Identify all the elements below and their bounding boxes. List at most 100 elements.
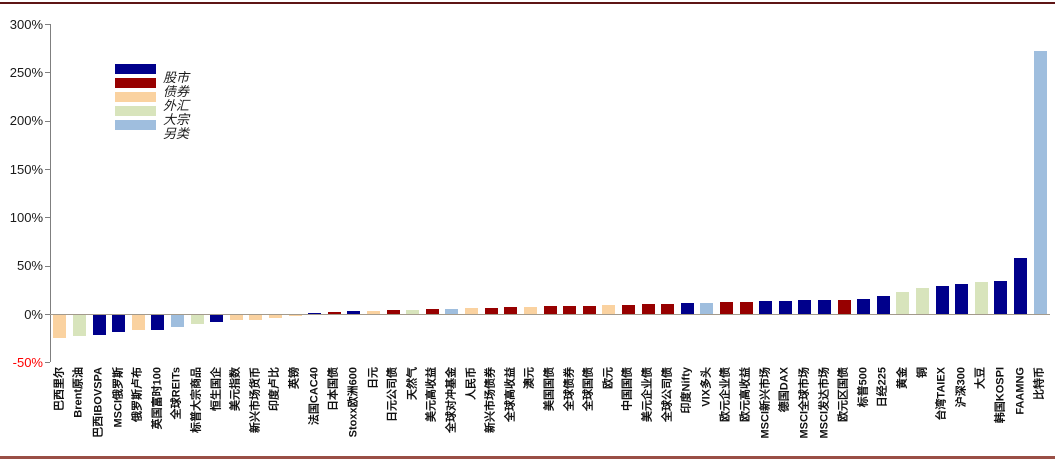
x-axis-label: 恒生国企 — [210, 367, 223, 411]
bar — [680, 303, 694, 314]
bar — [818, 299, 831, 314]
x-axis-label: 天然气 — [406, 367, 419, 400]
bar — [406, 309, 420, 314]
top-rule-line — [0, 2, 1055, 4]
x-axis-label: MSCI新兴市场 — [759, 367, 772, 439]
x-axis-label: 俄罗斯卢布 — [131, 367, 144, 422]
bar — [484, 307, 498, 314]
x-axis-label: 美元高收益 — [425, 367, 438, 422]
x-axis-label: 英国富时100 — [151, 367, 164, 430]
bar — [798, 300, 812, 314]
x-axis-label: 全球REITs — [170, 367, 183, 420]
bar — [563, 305, 577, 314]
bar — [53, 315, 67, 339]
y-axis-tick-label: 150% — [9, 161, 43, 177]
legend-swatch-fx — [115, 92, 156, 102]
bar — [1033, 51, 1047, 314]
bar — [661, 303, 675, 314]
x-axis-label: 全球高收益 — [504, 367, 517, 422]
bar — [131, 315, 145, 331]
x-axis-label: VIX多头 — [700, 367, 713, 407]
bar — [719, 302, 733, 314]
bar — [229, 315, 243, 321]
x-axis-label: 印度卢比 — [268, 367, 281, 411]
bar — [210, 315, 224, 322]
bar — [445, 308, 459, 314]
x-axis-label: MSCI全球市场 — [798, 367, 811, 439]
legend-item-bonds: 债券 — [115, 78, 205, 99]
y-axis-line — [50, 24, 51, 363]
bar — [778, 300, 792, 314]
legend-item-commodities: 大宗 — [115, 106, 205, 127]
bar — [72, 315, 86, 337]
x-axis-label: 美国国债 — [543, 367, 556, 411]
x-axis-label: 全球公司债 — [661, 367, 674, 422]
x-axis-label: 欧元区国债 — [837, 367, 850, 422]
y-axis-tick-label: 50% — [16, 258, 43, 274]
bar — [249, 315, 263, 320]
bar — [896, 291, 910, 314]
y-tick-mark — [45, 362, 50, 364]
legend-item-alternatives: 另类 — [115, 120, 205, 141]
x-axis-label: 新兴市场货币 — [249, 367, 262, 433]
x-axis-label: MSCI俄罗斯 — [112, 367, 125, 428]
bar — [994, 280, 1008, 314]
bar — [288, 315, 302, 316]
bar — [759, 301, 773, 314]
bar — [190, 315, 204, 325]
x-axis-label: 日经225 — [876, 367, 889, 408]
bar — [151, 315, 165, 330]
x-axis-label: 美元企业债 — [641, 367, 654, 422]
legend-label-fx: 外汇 — [163, 98, 190, 113]
x-axis-label: 日元 — [367, 367, 380, 389]
y-axis-tick-label: -50% — [12, 354, 43, 370]
x-axis-label: 欧元 — [602, 367, 615, 389]
x-axis-label: 日本国债 — [327, 367, 340, 411]
bar — [837, 299, 851, 314]
y-tick-mark — [45, 217, 50, 219]
x-axis-label: 新兴市场债券 — [484, 367, 497, 433]
bar — [308, 312, 322, 314]
bar — [1014, 258, 1028, 314]
bar — [523, 306, 537, 314]
x-axis-label: 标普500 — [857, 367, 870, 408]
legend-swatch-commodities — [115, 106, 156, 116]
bar — [700, 302, 714, 314]
x-axis-label: MSCI发达市场 — [818, 367, 830, 439]
bar — [916, 288, 930, 314]
x-axis-label: 全球债券 — [563, 367, 576, 411]
zero-baseline — [50, 314, 1050, 315]
y-axis-tick-label: 250% — [9, 64, 43, 80]
x-axis-label: 印度Nifty — [680, 367, 693, 414]
bar — [857, 298, 871, 314]
y-tick-mark — [45, 72, 50, 74]
y-tick-mark — [45, 314, 50, 315]
x-axis-label: 法国CAC40 — [308, 367, 321, 426]
y-tick-mark — [45, 24, 50, 25]
x-axis-label: 大豆 — [974, 367, 987, 389]
x-axis-label: 中国国债 — [621, 367, 634, 411]
legend-item-fx: 外汇 — [115, 92, 205, 113]
x-axis-label: 巴西IBOVSPA — [92, 367, 105, 438]
bar — [504, 307, 518, 314]
x-axis-label: FAAMNG — [1014, 367, 1027, 415]
bar — [876, 296, 890, 314]
x-axis-label: 全球对冲基金 — [445, 367, 458, 433]
x-axis-label: Brent原油 — [72, 367, 85, 418]
y-axis-tick-label: 0% — [24, 306, 43, 322]
bar — [170, 315, 184, 327]
legend-label-stocks: 股市 — [163, 70, 190, 85]
x-axis-label: 比特币 — [1033, 367, 1046, 400]
bar — [974, 282, 988, 314]
bar — [641, 304, 655, 314]
y-axis-tick-label: 100% — [9, 209, 43, 225]
bar — [621, 304, 635, 314]
bar — [425, 309, 439, 314]
legend-label-commodities: 大宗 — [163, 112, 190, 127]
x-axis-label: Stoxx欧洲600 — [347, 367, 360, 438]
legend-swatch-alternatives — [115, 120, 156, 130]
bottom-rule-line — [0, 456, 1055, 459]
bar — [739, 301, 753, 314]
x-axis-label: 欧元高收益 — [739, 367, 752, 422]
